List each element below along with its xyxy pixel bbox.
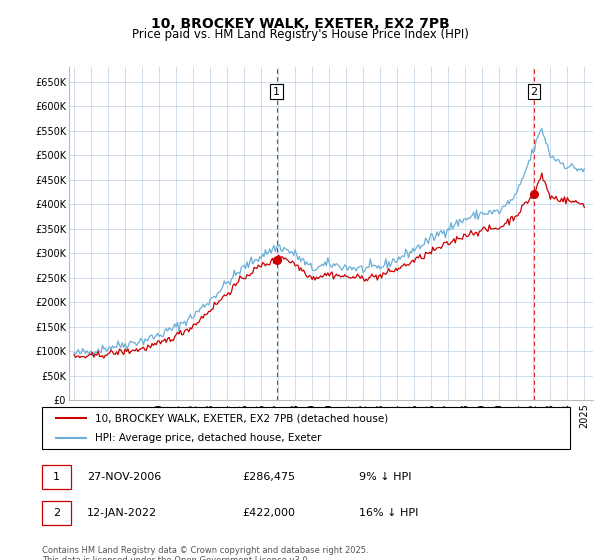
Text: 16% ↓ HPI: 16% ↓ HPI bbox=[359, 508, 418, 518]
Text: 12-JAN-2022: 12-JAN-2022 bbox=[87, 508, 157, 518]
Text: 1: 1 bbox=[273, 87, 280, 97]
Text: £422,000: £422,000 bbox=[242, 508, 296, 518]
Text: 10, BROCKEY WALK, EXETER, EX2 7PB (detached house): 10, BROCKEY WALK, EXETER, EX2 7PB (detac… bbox=[95, 413, 388, 423]
Text: 2: 2 bbox=[530, 87, 538, 97]
Text: 9% ↓ HPI: 9% ↓ HPI bbox=[359, 472, 412, 482]
Text: Contains HM Land Registry data © Crown copyright and database right 2025.
This d: Contains HM Land Registry data © Crown c… bbox=[42, 546, 368, 560]
Text: 2: 2 bbox=[53, 508, 60, 518]
Text: £286,475: £286,475 bbox=[242, 472, 296, 482]
Text: 1: 1 bbox=[53, 472, 60, 482]
Text: 10, BROCKEY WALK, EXETER, EX2 7PB: 10, BROCKEY WALK, EXETER, EX2 7PB bbox=[151, 17, 449, 31]
Text: Price paid vs. HM Land Registry's House Price Index (HPI): Price paid vs. HM Land Registry's House … bbox=[131, 28, 469, 41]
Text: HPI: Average price, detached house, Exeter: HPI: Average price, detached house, Exet… bbox=[95, 433, 321, 444]
Bar bbox=[42, 465, 71, 489]
Bar bbox=[42, 501, 71, 525]
Text: 27-NOV-2006: 27-NOV-2006 bbox=[87, 472, 161, 482]
